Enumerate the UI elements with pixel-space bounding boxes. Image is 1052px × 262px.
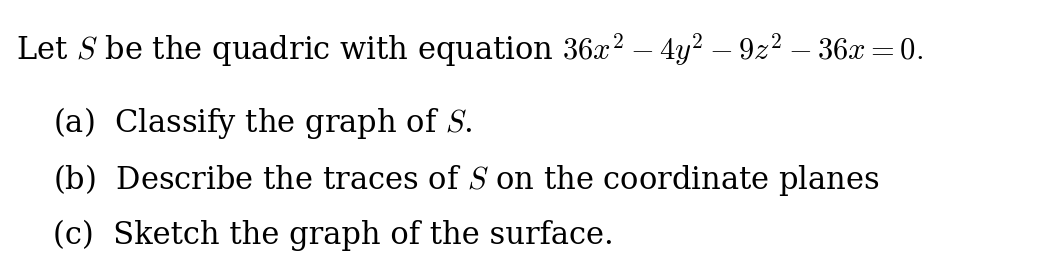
Text: Let $S$ be the quadric with equation $36x^2 - 4y^2 - 9z^2 - 36x = 0.$: Let $S$ be the quadric with equation $36… — [16, 31, 923, 69]
Text: (a)  Classify the graph of $S$.: (a) Classify the graph of $S$. — [53, 105, 472, 141]
Text: (c)  Sketch the graph of the surface.: (c) Sketch the graph of the surface. — [53, 220, 613, 251]
Text: (b)  Describe the traces of $S$ on the coordinate planes: (b) Describe the traces of $S$ on the co… — [53, 162, 879, 198]
